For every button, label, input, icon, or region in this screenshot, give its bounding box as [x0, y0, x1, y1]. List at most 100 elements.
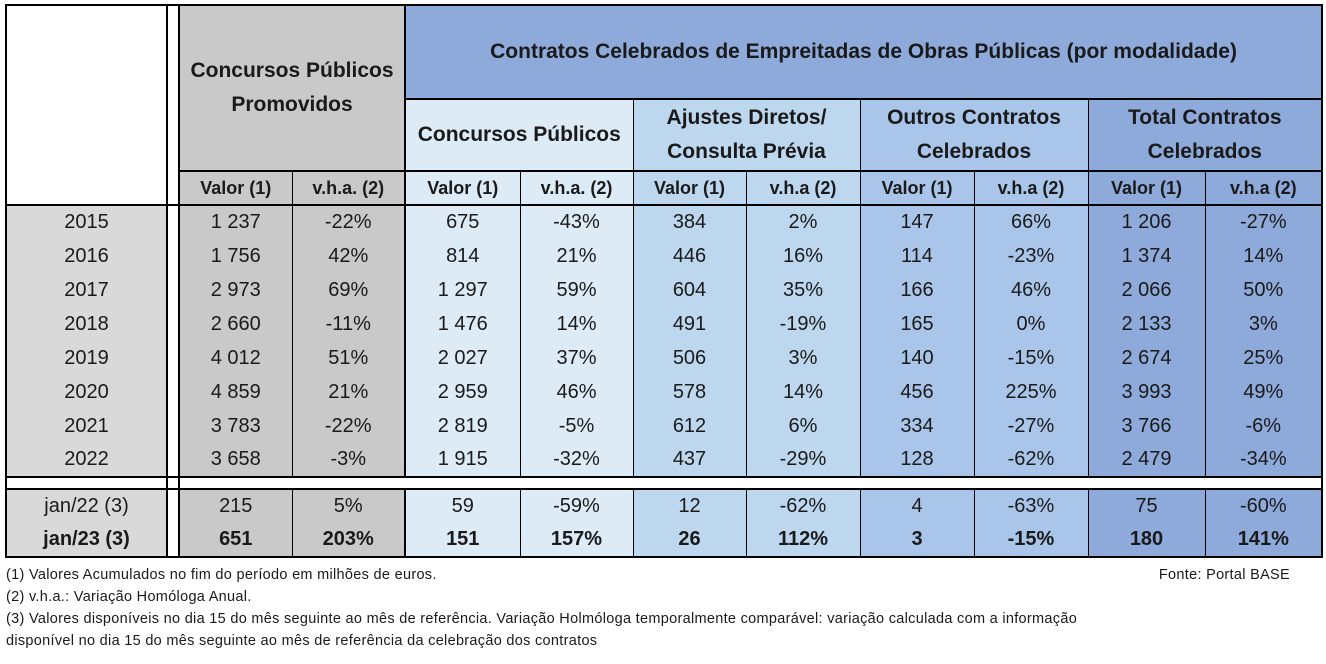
divider-cell: [633, 476, 746, 490]
subheader-cell: v.h.a (2): [1204, 170, 1324, 205]
table-cell: -63%: [973, 488, 1088, 523]
table-cell: 1 915: [404, 443, 520, 477]
table-cell: 651: [179, 523, 292, 558]
footnote: (1) Valores Acumulados no fim do período…: [6, 567, 437, 583]
table-cell: 46%: [973, 273, 1088, 307]
table-cell: 14%: [745, 375, 860, 409]
table-cell: 6%: [745, 409, 860, 443]
table-row: 2020 4 859 21% 2 959 46% 578 14% 456 225% 3 993 49…: [5, 375, 1324, 409]
subheader-cell: Valor (1): [404, 170, 520, 205]
table-cell: 2 027: [404, 341, 520, 375]
table-cell: 147: [859, 204, 974, 239]
table-cell: 37%: [519, 341, 633, 375]
subheader-cell: Valor (1): [179, 170, 292, 205]
table-cell: 114: [859, 239, 974, 273]
table-cell: -3%: [291, 443, 405, 477]
table-row: 2017 2 973 69% 1 297 59% 604 35% 166 46% 2 066 50%: [5, 273, 1324, 307]
column-separator: [166, 488, 180, 523]
table-cell: 14%: [1204, 239, 1324, 273]
table-cell: 157%: [519, 523, 633, 558]
statistics-table: Concursos Públicos Promovidos Contratos …: [5, 4, 1324, 562]
table-row: 2015 1 237 -22% 675 -43% 384 2% 147 66% 1 206 -27%: [5, 204, 1324, 239]
column-separator: [166, 409, 180, 443]
table-cell: 203%: [291, 523, 405, 558]
table-cell: 42%: [291, 239, 405, 273]
table-cell: 112%: [745, 523, 860, 558]
table-cell: -62%: [973, 443, 1088, 477]
divider-cell: [5, 476, 167, 490]
table-cell: 50%: [1204, 273, 1324, 307]
section-divider: [5, 476, 1324, 490]
table-cell: 3 993: [1087, 375, 1205, 409]
subheader-cell: Valor (1): [859, 170, 974, 205]
table-cell: 814: [404, 239, 520, 273]
table-cell: 3 783: [179, 409, 292, 443]
table-cell: 446: [632, 239, 746, 273]
divider-cell: [974, 476, 1088, 490]
table-cell: 506: [632, 341, 746, 375]
header-outros-line2: Celebrados: [916, 140, 1032, 163]
table-cell: 21%: [519, 239, 633, 273]
table-cell: 1 756: [179, 239, 292, 273]
header-total-line2: Celebrados: [1147, 140, 1262, 163]
column-separator: [166, 273, 180, 307]
table-cell: 2 066: [1087, 273, 1205, 307]
row-label: 2021: [5, 409, 167, 443]
table-cell: 3 766: [1087, 409, 1205, 443]
table-cell: 141%: [1204, 523, 1324, 558]
table-cell: 1 374: [1087, 239, 1205, 273]
footnote: (2) v.h.a.: Variação Homóloga Anual.: [6, 589, 252, 605]
table-cell: 1 297: [404, 273, 520, 307]
table-cell: 26: [632, 523, 746, 558]
table-cell: 578: [632, 375, 746, 409]
table-cell: 1 206: [1087, 204, 1205, 239]
table-cell: 4 012: [179, 341, 292, 375]
table-cell: 151: [404, 523, 520, 558]
table-cell: 3%: [1204, 307, 1324, 341]
column-separator: [166, 523, 180, 558]
table-cell: 604: [632, 273, 746, 307]
row-label: 2016: [5, 239, 167, 273]
table-cell: 35%: [745, 273, 860, 307]
divider-cell: [1088, 476, 1205, 490]
table-cell: -22%: [291, 204, 405, 239]
table-cell: 165: [859, 307, 974, 341]
table-row: 2021 3 783 -22% 2 819 -5% 612 6% 334 -27% 3 766 -6…: [5, 409, 1324, 443]
header-ajustes-diretos: Ajustes Diretos/Consulta Prévia: [632, 98, 860, 171]
table-row: jan/23 (3) 651 203% 151 157% 26 112% 3 -15% 180 14…: [5, 523, 1324, 558]
table-cell: 215: [179, 488, 292, 523]
table-cell: 3: [859, 523, 974, 558]
column-separator: [166, 239, 180, 273]
table-cell: -29%: [745, 443, 860, 477]
table-cell: 334: [859, 409, 974, 443]
table-row: jan/22 (3) 215 5% 59 -59% 12 -62% 4 -63% 75 -60%: [5, 488, 1324, 523]
row-label: jan/22 (3): [5, 488, 167, 523]
table-cell: -59%: [519, 488, 633, 523]
subheader-cell: v.h.a (2): [745, 170, 860, 205]
table-cell: 3%: [745, 341, 860, 375]
row-label: 2018: [5, 307, 167, 341]
column-separator: [166, 341, 180, 375]
table-cell: 59: [404, 488, 520, 523]
table-cell: 612: [632, 409, 746, 443]
divider-cell: [179, 476, 292, 490]
table-cell: -5%: [519, 409, 633, 443]
table-cell: 2 674: [1087, 341, 1205, 375]
header-ajustes-line2: Consulta Prévia: [667, 140, 826, 163]
contracts-table: Concursos Públicos Promovidos Contratos …: [5, 4, 1324, 558]
divider-cell: [746, 476, 860, 490]
table-cell: -60%: [1204, 488, 1324, 523]
table-cell: -6%: [1204, 409, 1324, 443]
table-row: 2018 2 660 -11% 1 476 14% 491 -19% 165 0% 2 133 3%: [5, 307, 1324, 341]
footnotes: (1) Valores Acumulados no fim do período…: [6, 564, 1322, 652]
table-cell: 166: [859, 273, 974, 307]
divider-cell: [860, 476, 974, 490]
table-cell: -23%: [973, 239, 1088, 273]
divider-cell: [520, 476, 633, 490]
subheader-cell: Valor (1): [632, 170, 746, 205]
header-total-line1: Total Contratos: [1127, 106, 1282, 129]
header-concursos-publicos-text: Concursos Públicos: [417, 123, 621, 146]
header-contratos-title: Contratos Celebrados de Empreitadas de O…: [403, 4, 1324, 99]
subheader-row: Valor (1) v.h.a. (2) Valor (1) v.h.a. (2…: [6, 170, 1324, 205]
divider-cell: [1205, 476, 1324, 490]
